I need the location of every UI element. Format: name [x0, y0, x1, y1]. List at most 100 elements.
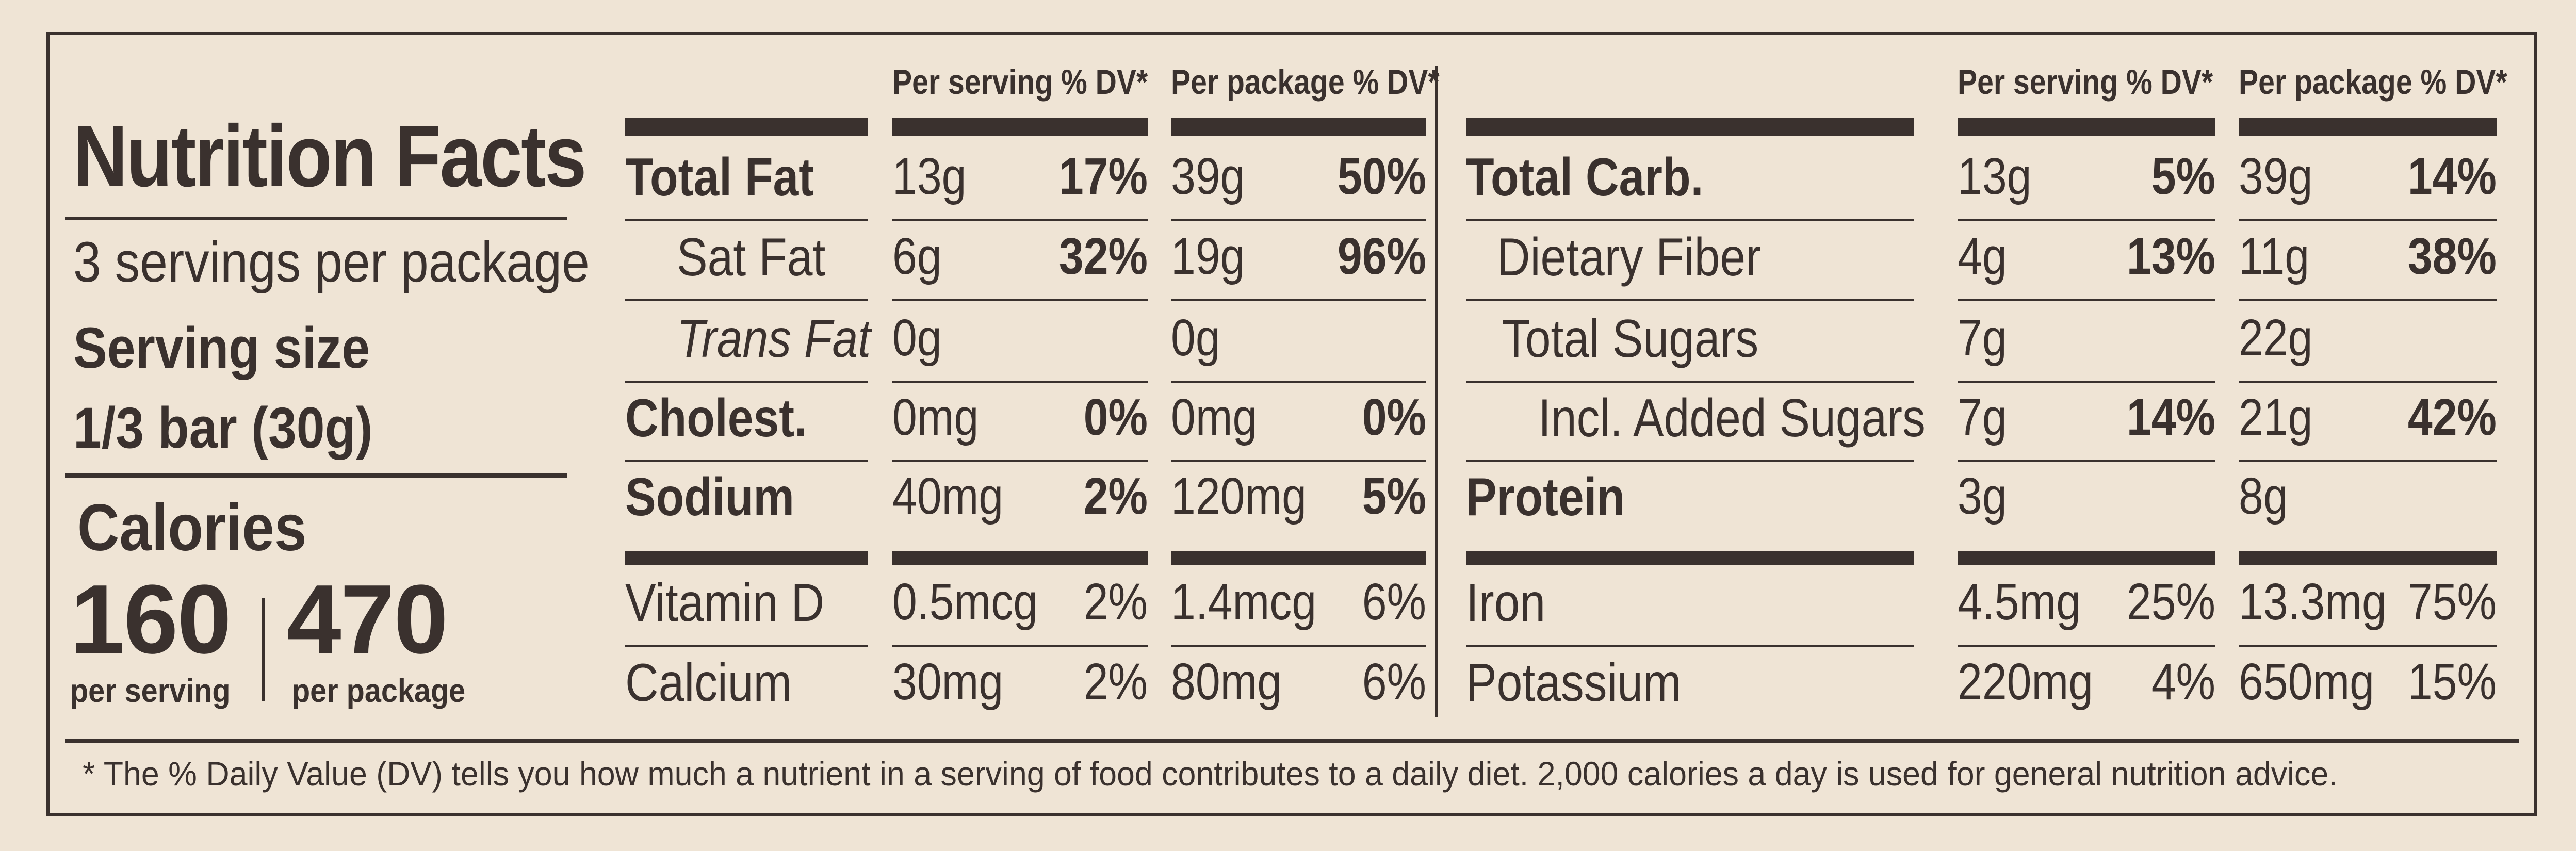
- row-divider: [892, 460, 1148, 462]
- divider: [65, 473, 567, 478]
- row-divider: [892, 381, 1148, 383]
- nutrient-label: Incl. Added Sugars: [1538, 388, 1926, 448]
- per-serving-amount: 7g: [1958, 309, 2007, 367]
- divider: [65, 217, 567, 220]
- row-divider: [625, 219, 868, 221]
- calories-divider: [262, 598, 265, 701]
- row-divider: [2239, 460, 2497, 462]
- per-serving-dv: 0%: [1083, 388, 1148, 446]
- row-divider: [892, 645, 1148, 647]
- row-divider: [625, 381, 868, 383]
- per-package-dv: 6%: [1362, 653, 1426, 711]
- column-header-per-serving: Per serving % DV*: [1958, 62, 2213, 102]
- row-divider: [625, 645, 868, 647]
- per-serving-amount: 0mg: [892, 388, 979, 446]
- row-divider: [1171, 460, 1426, 462]
- per-package-amount: 21g: [2239, 388, 2313, 446]
- thick-bar: [892, 118, 1148, 136]
- thick-bar: [1958, 118, 2215, 136]
- row-divider: [1171, 381, 1426, 383]
- per-package-dv: 38%: [2407, 227, 2497, 285]
- per-package-amount: 39g: [1171, 148, 1245, 205]
- nutrient-label: Dietary Fiber: [1497, 227, 1761, 287]
- nutrient-label: Total Carb.: [1466, 148, 1704, 207]
- row-divider: [1466, 551, 1914, 565]
- serving-size-value: 1/3 bar (30g): [73, 396, 373, 460]
- per-serving-dv: 14%: [2126, 388, 2215, 446]
- row-divider: [1466, 219, 1914, 221]
- per-serving-amount: 13g: [1958, 148, 2032, 205]
- row-divider: [2239, 299, 2497, 301]
- row-divider: [1958, 460, 2215, 462]
- row-divider: [1466, 381, 1914, 383]
- per-package-dv: 0%: [1362, 388, 1426, 446]
- nutrient-label: Total Sugars: [1502, 309, 1759, 369]
- row-divider: [892, 219, 1148, 221]
- per-package-amount: 0mg: [1171, 388, 1258, 446]
- per-package-amount: 22g: [2239, 309, 2313, 367]
- thick-bar: [1466, 118, 1914, 136]
- column-header-per-package: Per package % DV*: [2239, 62, 2507, 102]
- footnote: * The % Daily Value (DV) tells you how m…: [83, 755, 2338, 793]
- per-serving-amount: 40mg: [892, 467, 1004, 525]
- thick-bar: [625, 118, 868, 136]
- nutrient-label: Potassium: [1466, 653, 1682, 713]
- per-serving-amount: 3g: [1958, 467, 2007, 525]
- nutrition-label-frame: [46, 32, 2537, 816]
- row-divider: [892, 299, 1148, 301]
- per-package-amount: 39g: [2239, 148, 2313, 205]
- per-serving-amount: 7g: [1958, 388, 2007, 446]
- per-package-amount: 650mg: [2239, 653, 2374, 711]
- row-divider: [1171, 551, 1426, 565]
- row-divider: [1958, 551, 2215, 565]
- per-serving-amount: 13g: [892, 148, 967, 205]
- per-package-amount: 80mg: [1171, 653, 1282, 711]
- row-divider: [1171, 219, 1426, 221]
- serving-size-label: Serving size: [73, 316, 370, 380]
- row-divider: [892, 551, 1148, 565]
- per-serving-dv: 5%: [2151, 148, 2215, 205]
- row-divider: [2239, 551, 2497, 565]
- per-serving-amount: 30mg: [892, 653, 1004, 711]
- row-divider: [1171, 299, 1426, 301]
- per-serving-dv: 25%: [2126, 573, 2215, 631]
- thick-bar: [1171, 118, 1426, 136]
- per-serving-amount: 6g: [892, 227, 942, 285]
- footnote-divider: [65, 739, 2519, 743]
- row-divider: [1171, 645, 1426, 647]
- per-package-dv: 50%: [1337, 148, 1426, 205]
- nutrient-label: Sodium: [625, 467, 794, 527]
- per-package-dv: 5%: [1362, 467, 1426, 525]
- row-divider: [1958, 299, 2215, 301]
- per-package-amount: 0g: [1171, 309, 1220, 367]
- servings-per-package: 3 servings per package: [73, 231, 590, 294]
- per-package-amount: 19g: [1171, 227, 1245, 285]
- nutrient-label: Iron: [1466, 573, 1546, 633]
- calories-per-package: 470: [287, 565, 448, 674]
- per-package-dv: 42%: [2407, 388, 2497, 446]
- per-serving-dv: 2%: [1083, 653, 1148, 711]
- nutrition-facts-title: Nutrition Facts: [73, 107, 586, 205]
- per-serving-amount: 220mg: [1958, 653, 2093, 711]
- row-divider: [625, 299, 868, 301]
- per-package-amount: 11g: [2239, 227, 2310, 285]
- per-package-dv: 75%: [2407, 573, 2497, 631]
- per-serving-dv: 13%: [2126, 227, 2215, 285]
- row-divider: [2239, 645, 2497, 647]
- table-separator: [1435, 66, 1438, 717]
- nutrient-label: Calcium: [625, 653, 792, 713]
- nutrient-label: Total Fat: [625, 148, 814, 207]
- row-divider: [1958, 381, 2215, 383]
- per-package-amount: 1.4mcg: [1171, 573, 1317, 631]
- calories-per-package-label: per package: [292, 672, 466, 709]
- nutrient-label: Vitamin D: [625, 573, 825, 633]
- nutrient-label: Cholest.: [625, 388, 807, 448]
- column-header-per-package: Per package % DV*: [1171, 62, 1440, 102]
- per-package-dv: 15%: [2407, 653, 2497, 711]
- per-serving-amount: 4g: [1958, 227, 2007, 285]
- per-serving-dv: 17%: [1058, 148, 1148, 205]
- per-package-amount: 13.3mg: [2239, 573, 2387, 631]
- nutrient-label: Trans Fat: [677, 309, 871, 369]
- row-divider: [1466, 645, 1914, 647]
- column-header-per-serving: Per serving % DV*: [892, 62, 1148, 102]
